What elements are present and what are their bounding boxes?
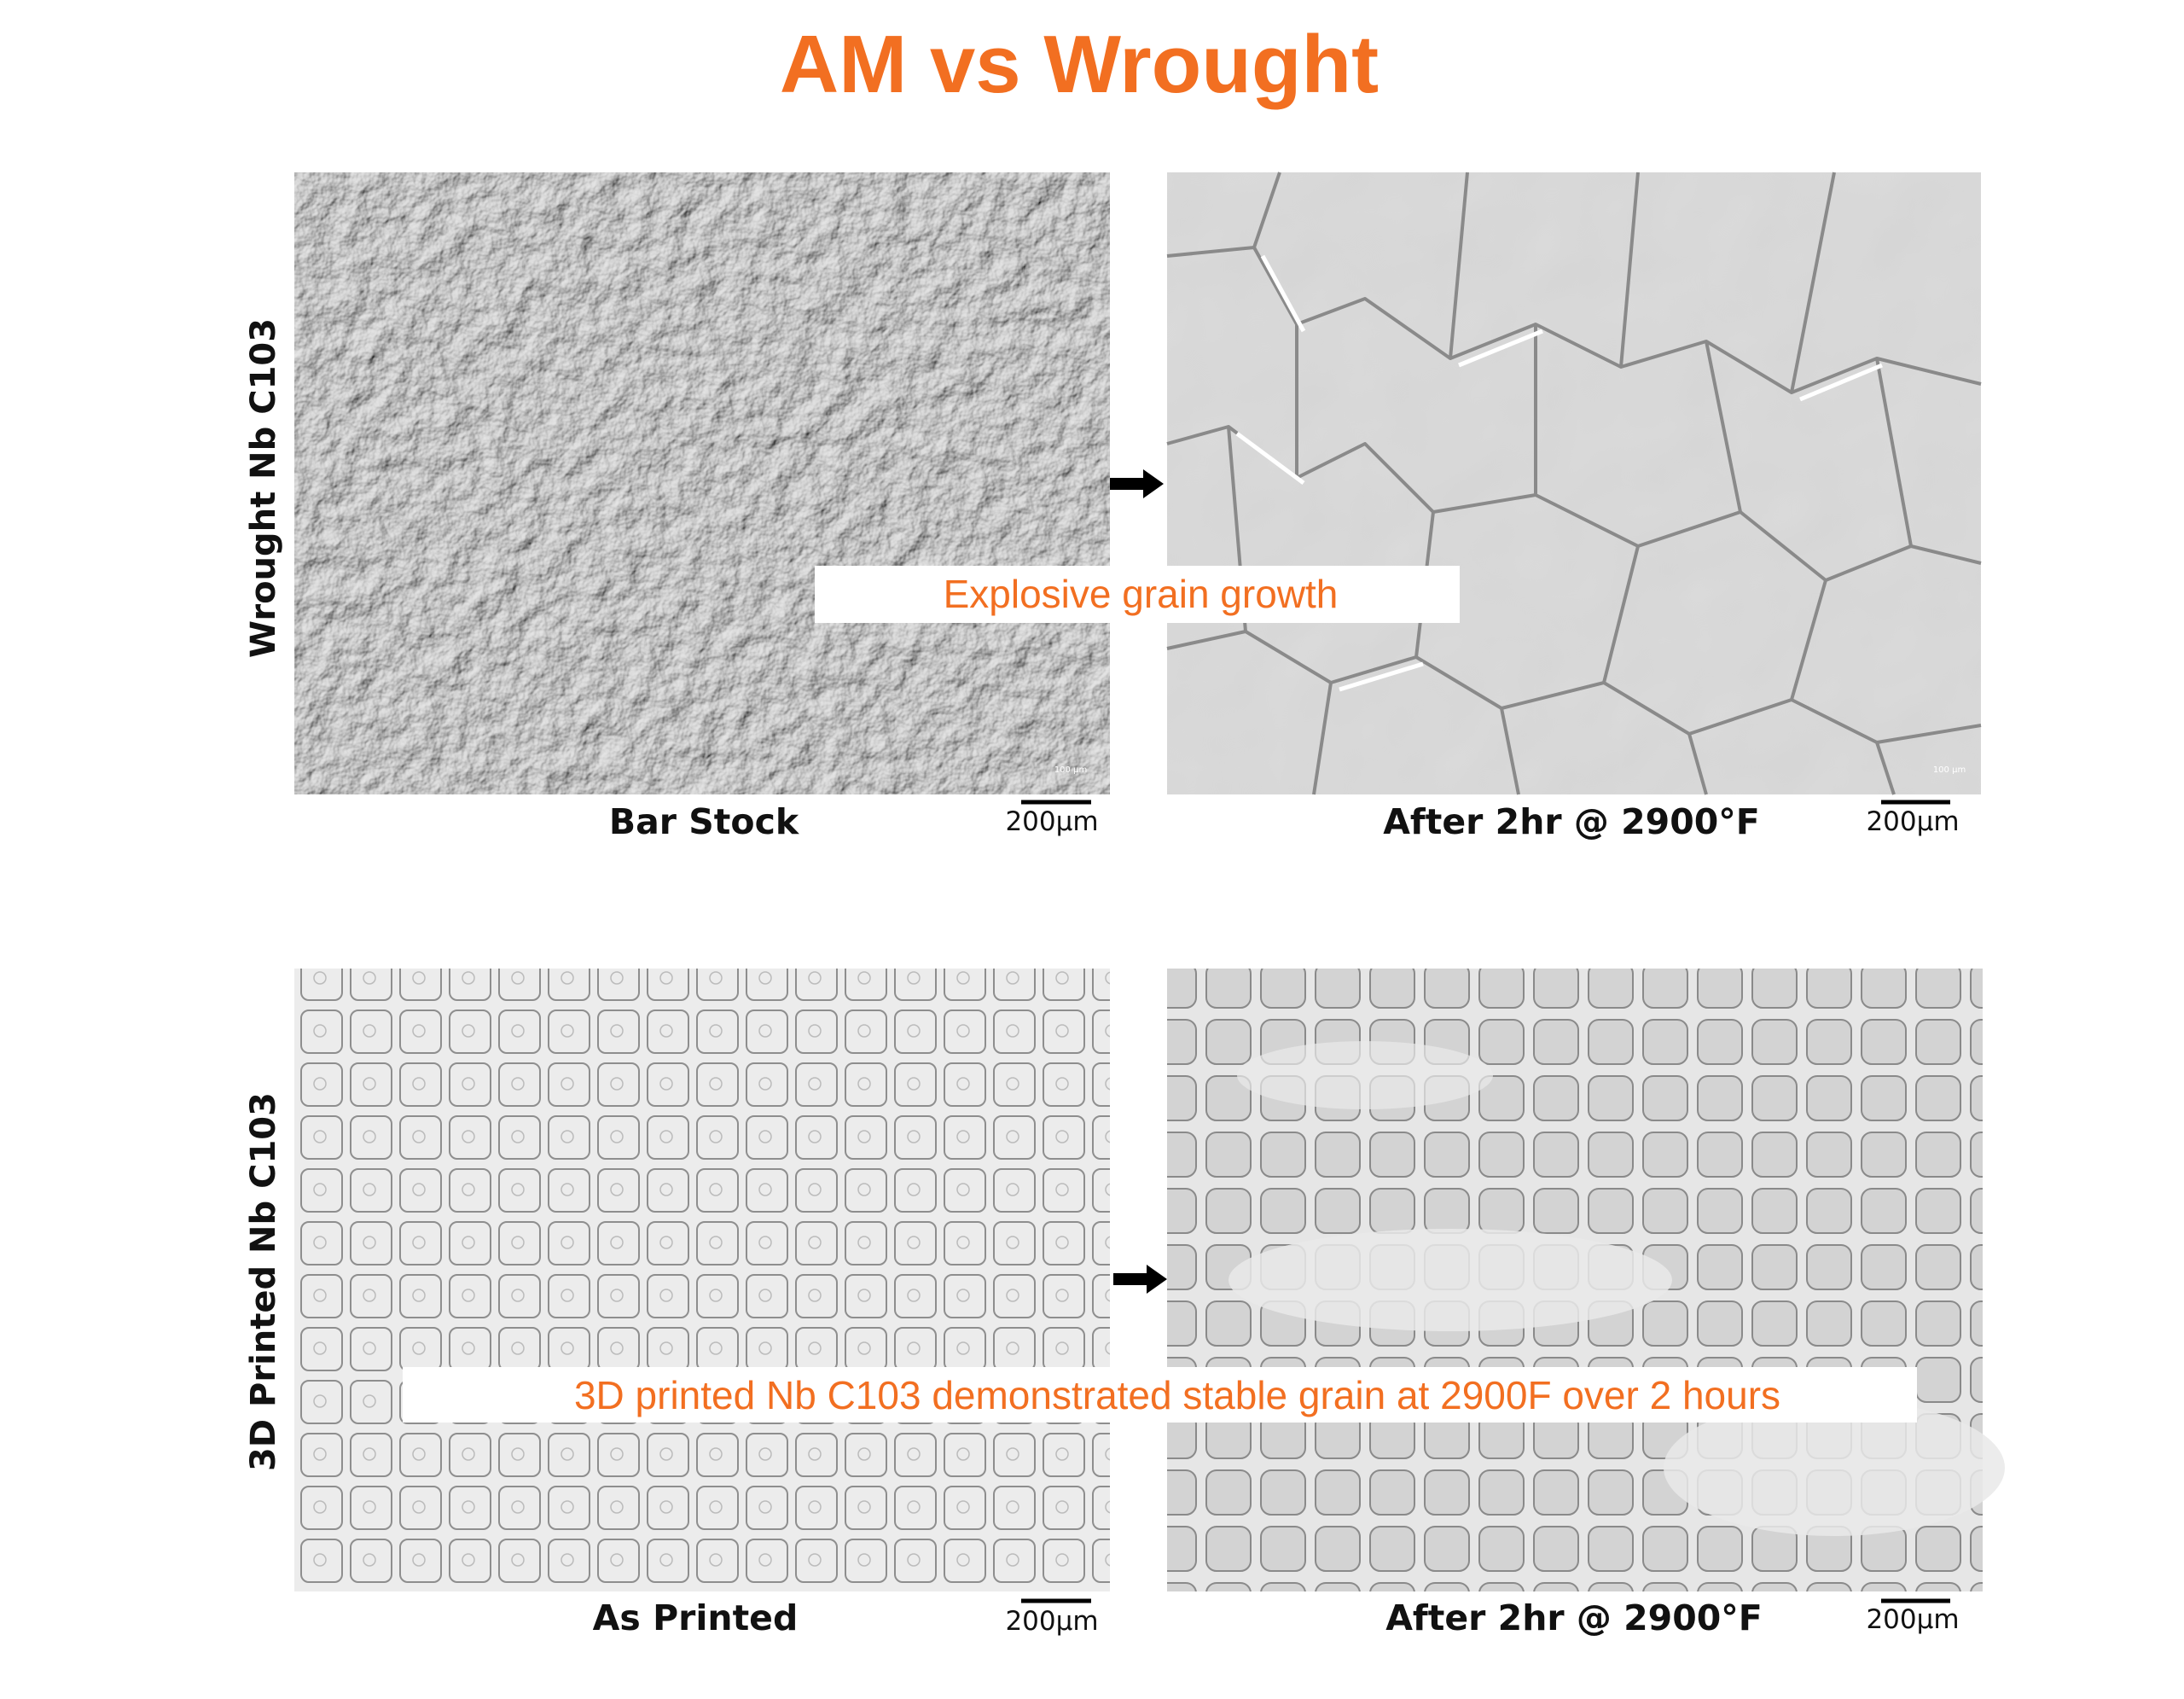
- arrow: [1113, 1265, 1167, 1294]
- image-scale: 100 µm: [1933, 765, 1966, 775]
- scale-label: 200µm: [1005, 806, 1098, 837]
- caption: After 2hr @ 2900°F: [1385, 1597, 1763, 1638]
- row-label: 3D Printed Nb C103: [244, 1092, 283, 1471]
- callout-box: [403, 1367, 1917, 1423]
- micrograph: 100 µm: [1166, 172, 1982, 795]
- callout: 3D printed Nb C103 demonstrated stable g…: [574, 1373, 1780, 1417]
- row-label: Wrought Nb C103: [244, 318, 283, 658]
- caption: After 2hr @ 2900°F: [1383, 801, 1760, 842]
- image-scale: 100 µm: [1054, 765, 1087, 775]
- title: AM vs Wrought: [780, 19, 1379, 110]
- micrograph: [1167, 969, 2005, 1591]
- arrow: [1110, 469, 1164, 498]
- scale-label: 200µm: [1866, 1604, 1959, 1635]
- caption: Bar Stock: [609, 801, 800, 842]
- scale-label: 200µm: [1866, 806, 1959, 837]
- callout-box: [815, 566, 1460, 623]
- caption: As Printed: [593, 1597, 799, 1638]
- scale-label: 200µm: [1005, 1606, 1098, 1637]
- micrograph: 100 µm: [294, 172, 1110, 794]
- micrograph: [294, 969, 1110, 1591]
- callout: Explosive grain growth: [944, 572, 1339, 616]
